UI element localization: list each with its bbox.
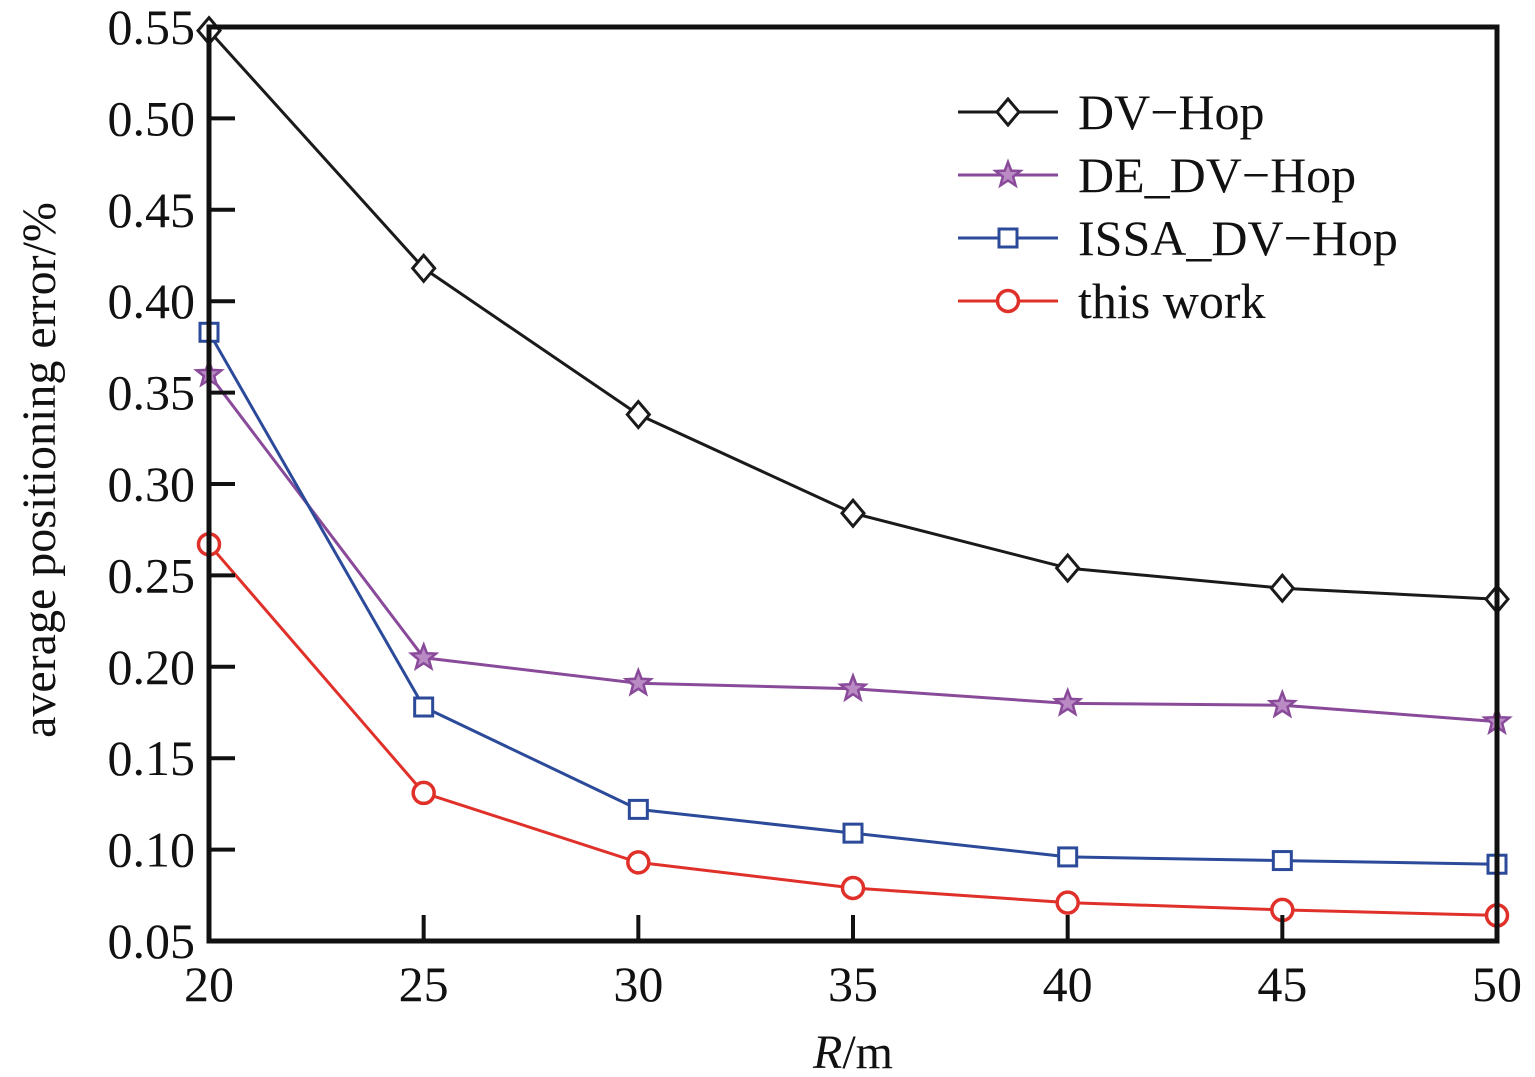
x-axis-title-unit: /m (842, 1026, 893, 1077)
legend-entry: DE_DV−Hop (958, 147, 1356, 203)
y-tick-label: 0.15 (108, 730, 196, 786)
legend-label: DE_DV−Hop (1078, 147, 1356, 203)
legend-marker (995, 288, 1021, 314)
legend-label: DV−Hop (1078, 84, 1265, 140)
data-point (627, 798, 649, 820)
data-point (626, 850, 651, 875)
legend-label: ISSA_DV−Hop (1078, 210, 1398, 266)
data-point (1266, 688, 1299, 719)
data-point (410, 252, 437, 284)
x-tick-label: 50 (1472, 956, 1522, 1012)
legend-entry: this work (958, 273, 1266, 329)
y-axis: 0.05 0.10 0.15 0.20 0.25 0.30 0.35 0.40 0.45 0.50… (108, 0, 235, 969)
data-point (1051, 686, 1084, 717)
data-point (1054, 552, 1081, 584)
y-tick-label: 0.40 (108, 273, 196, 329)
x-axis-title-variable: R (812, 1026, 842, 1077)
y-axis-title: average positioning error/% (13, 202, 66, 738)
x-tick-label: 30 (613, 956, 663, 1012)
x-axis: 20 25 30 35 40 45 50 (184, 915, 1522, 1012)
legend-entry: DV−Hop (958, 84, 1265, 140)
y-tick-label: 0.05 (108, 913, 196, 969)
x-tick-label: 35 (828, 956, 878, 1012)
data-point (837, 672, 869, 703)
x-tick-label: 40 (1043, 956, 1093, 1012)
legend-entry: ISSA_DV−Hop (958, 210, 1398, 266)
series-2 (193, 357, 1513, 736)
y-tick-label: 0.35 (108, 365, 196, 421)
series-3 (198, 321, 1508, 875)
y-tick-label: 0.45 (108, 182, 196, 238)
legend-marker (995, 96, 1021, 128)
y-tick-label: 0.20 (108, 639, 196, 695)
y-tick-label: 0.10 (108, 822, 196, 878)
series-layer (193, 15, 1513, 928)
data-point (842, 822, 864, 844)
x-tick-label: 25 (399, 956, 449, 1012)
data-point (840, 875, 866, 901)
data-point (411, 780, 436, 806)
data-point (1057, 846, 1079, 868)
x-axis-title: R/m (812, 1026, 893, 1077)
data-point (625, 399, 652, 430)
data-point (413, 696, 435, 718)
x-tick-label: 45 (1257, 956, 1307, 1012)
x-tick-label: 20 (184, 956, 234, 1012)
series-1 (196, 15, 1510, 615)
y-tick-label: 0.55 (108, 0, 196, 55)
data-point (840, 497, 866, 529)
series-4 (196, 532, 1510, 928)
y-tick-label: 0.30 (108, 456, 196, 512)
y-tick-label: 0.50 (108, 90, 196, 146)
data-point (1269, 572, 1296, 604)
y-tick-label: 0.25 (108, 547, 196, 603)
series-line (207, 331, 1498, 866)
legend-label: this work (1078, 273, 1266, 329)
data-point (1271, 850, 1293, 872)
data-point (407, 641, 440, 672)
data-point (622, 666, 655, 697)
legend-marker (997, 227, 1019, 249)
data-point (1055, 890, 1080, 915)
legend-marker (992, 158, 1024, 189)
